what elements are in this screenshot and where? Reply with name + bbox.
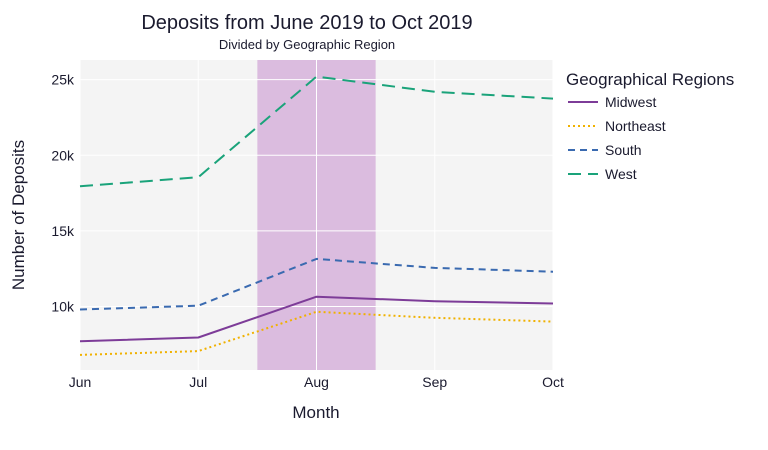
series-line-west [79, 75, 554, 188]
y-tick-label: 15k [51, 223, 75, 239]
series-line-midwest [79, 295, 554, 343]
x-tick-labels: Jun Jul Aug Sep Oct [69, 374, 564, 390]
y-tick-label: 10k [51, 298, 75, 314]
chart-title: Deposits from June 2019 to Oct 2019 [141, 12, 472, 34]
series-lines [79, 75, 554, 356]
x-tick-label: Oct [542, 374, 564, 390]
y-axis-title: Number of Deposits [9, 140, 28, 290]
y-tick-label: 20k [51, 147, 75, 163]
x-axis-title: Month [292, 403, 339, 422]
series-line-south [79, 257, 554, 311]
legend-label-south: South [605, 142, 642, 158]
x-tick-label: Jul [189, 374, 207, 390]
series-line-northeast [79, 310, 554, 356]
chart-subtitle: Divided by Geographic Region [219, 37, 395, 52]
y-tick-label: 25k [51, 72, 75, 88]
legend: Midwest Northeast South West [568, 94, 666, 182]
legend-label-west: West [605, 166, 637, 182]
legend-label-midwest: Midwest [605, 94, 656, 110]
legend-title: Geographical Regions [566, 70, 734, 89]
x-tick-label: Jun [69, 374, 92, 390]
y-tick-labels: 10k 15k 20k 25k [51, 72, 75, 315]
x-tick-label: Aug [304, 374, 329, 390]
legend-label-northeast: Northeast [605, 118, 666, 134]
x-tick-label: Sep [422, 374, 447, 390]
